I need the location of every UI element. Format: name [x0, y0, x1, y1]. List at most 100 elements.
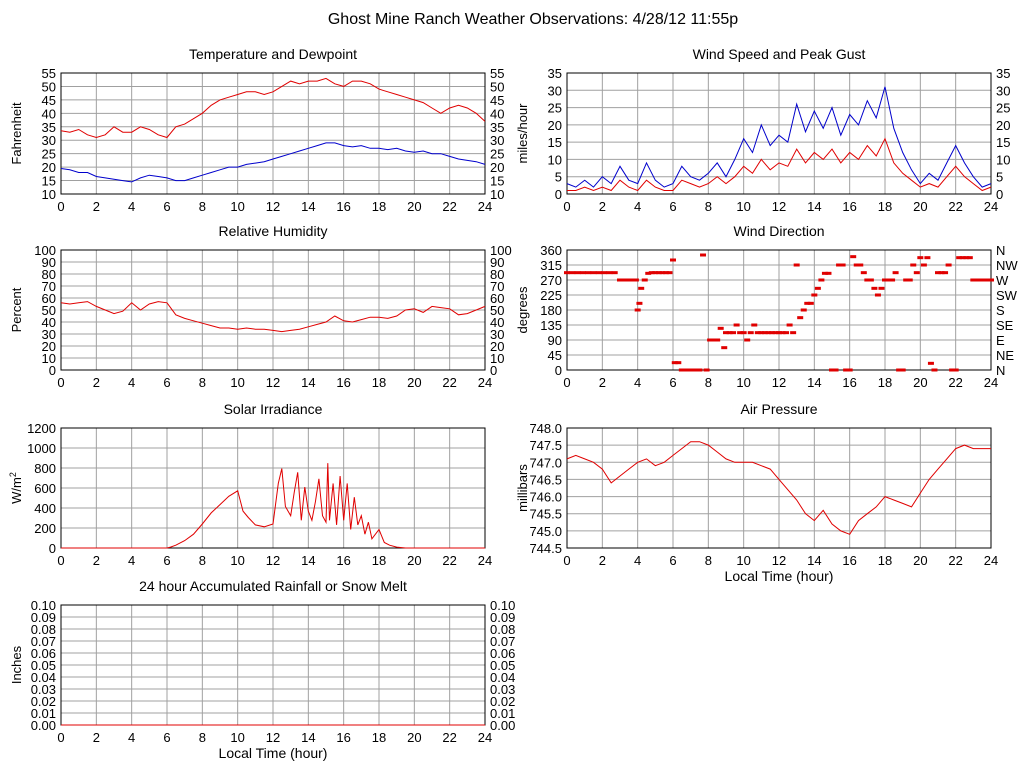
- data-point: [772, 331, 779, 335]
- y-tick-label-right: 0.06: [490, 646, 515, 661]
- x-tick-label: 12: [772, 375, 786, 390]
- y-tick-label-right: 20: [490, 339, 504, 354]
- y-tick-label: 90: [42, 255, 56, 270]
- series-line: [567, 137, 992, 192]
- y-axis-label: Percent: [9, 287, 24, 332]
- data-point: [917, 256, 924, 260]
- data-point: [988, 278, 994, 282]
- y-tick-label: 45: [548, 348, 562, 363]
- data-point: [797, 316, 804, 320]
- y-tick-label: 225: [540, 288, 562, 303]
- y-tick-label: 1000: [27, 441, 56, 456]
- data-point: [892, 271, 899, 275]
- compass-tick-label: E: [996, 333, 1005, 348]
- compass-tick-label: W: [996, 273, 1009, 288]
- data-point: [829, 368, 835, 372]
- y-tick-label-right: 50: [490, 303, 504, 318]
- x-tick-label: 18: [878, 199, 892, 214]
- y-tick-label: 20: [548, 118, 562, 133]
- chart-title: Wind Direction: [733, 223, 824, 239]
- data-point: [648, 271, 655, 275]
- x-tick-label: 0: [57, 199, 64, 214]
- x-tick-label: 6: [163, 730, 170, 745]
- data-point: [632, 278, 639, 282]
- y-tick-label: 360: [540, 243, 562, 258]
- x-tick-label: 22: [442, 730, 456, 745]
- series-line: [61, 463, 485, 549]
- x-axis-label: Local Time (hour): [219, 745, 328, 761]
- data-point: [671, 361, 678, 365]
- data-point: [864, 278, 871, 282]
- y-tick-label: 90: [548, 333, 562, 348]
- y-tick-label: 30: [42, 327, 56, 342]
- y-tick-label: 10: [548, 152, 562, 167]
- data-point: [935, 271, 941, 275]
- chart-rain: 24 hour Accumulated Rainfall or Snow Mel…: [9, 578, 515, 761]
- x-tick-label: 10: [230, 553, 244, 568]
- x-tick-label: 14: [807, 199, 821, 214]
- data-point: [721, 346, 728, 350]
- data-point: [714, 338, 721, 342]
- data-point: [793, 263, 800, 267]
- x-tick-label: 16: [842, 553, 856, 568]
- y-tick-label-right: 20: [996, 118, 1010, 133]
- y-tick-label-right: 0.03: [490, 682, 515, 697]
- y-tick-label: 40: [42, 106, 56, 121]
- x-tick-label: 4: [634, 375, 641, 390]
- x-tick-label: 8: [199, 199, 206, 214]
- data-point: [733, 323, 740, 327]
- x-tick-label: 6: [669, 553, 676, 568]
- y-tick-label-right: 0.08: [490, 622, 515, 637]
- data-point: [662, 271, 669, 275]
- y-tick-label: 50: [42, 303, 56, 318]
- series-line: [566, 441, 991, 535]
- data-point: [590, 271, 597, 275]
- y-axis-label: degrees: [515, 286, 530, 333]
- y-tick-label: 100: [34, 243, 56, 258]
- y-tick-label: 80: [42, 267, 56, 282]
- data-point: [871, 286, 878, 290]
- data-point: [776, 331, 782, 335]
- data-point: [977, 278, 984, 282]
- y-tick-label: 0.05: [31, 658, 56, 673]
- data-point: [585, 271, 592, 275]
- data-point: [726, 331, 733, 335]
- data-point: [956, 256, 963, 260]
- data-point: [966, 256, 973, 260]
- x-tick-label: 18: [372, 199, 386, 214]
- data-point: [846, 368, 853, 372]
- y-tick-label-right: 10: [490, 187, 504, 202]
- x-tick-label: 10: [230, 375, 244, 390]
- chart-title: Air Pressure: [740, 401, 817, 417]
- y-tick-label: 400: [34, 501, 56, 516]
- data-point: [564, 271, 570, 275]
- data-point: [882, 278, 888, 282]
- y-tick-label: 60: [42, 291, 56, 306]
- data-point: [666, 271, 673, 275]
- x-tick-label: 10: [230, 730, 244, 745]
- data-point: [874, 293, 881, 297]
- x-tick-label: 22: [442, 375, 456, 390]
- y-tick-label: 747.5: [529, 438, 562, 453]
- y-tick-label: 315: [540, 258, 562, 273]
- x-tick-label: 12: [266, 730, 280, 745]
- y-tick-label: 30: [42, 133, 56, 148]
- data-point: [963, 256, 970, 260]
- data-point: [903, 278, 910, 282]
- x-tick-label: 14: [301, 553, 315, 568]
- data-point: [747, 331, 754, 335]
- x-tick-label: 20: [407, 199, 421, 214]
- data-point: [804, 301, 811, 305]
- y-tick-label-right: 5: [996, 170, 1003, 185]
- compass-tick-label: SE: [996, 318, 1014, 333]
- data-point: [860, 271, 867, 275]
- y-tick-label-right: 10: [996, 152, 1010, 167]
- y-tick-label: 25: [42, 147, 56, 162]
- series-line: [60, 77, 486, 139]
- y-tick-label: 600: [34, 481, 56, 496]
- plot-frame: [566, 249, 992, 371]
- y-tick-label: 746.0: [529, 490, 562, 505]
- y-tick-label: 0: [555, 363, 562, 378]
- x-tick-label: 6: [669, 199, 676, 214]
- data-point: [814, 286, 821, 290]
